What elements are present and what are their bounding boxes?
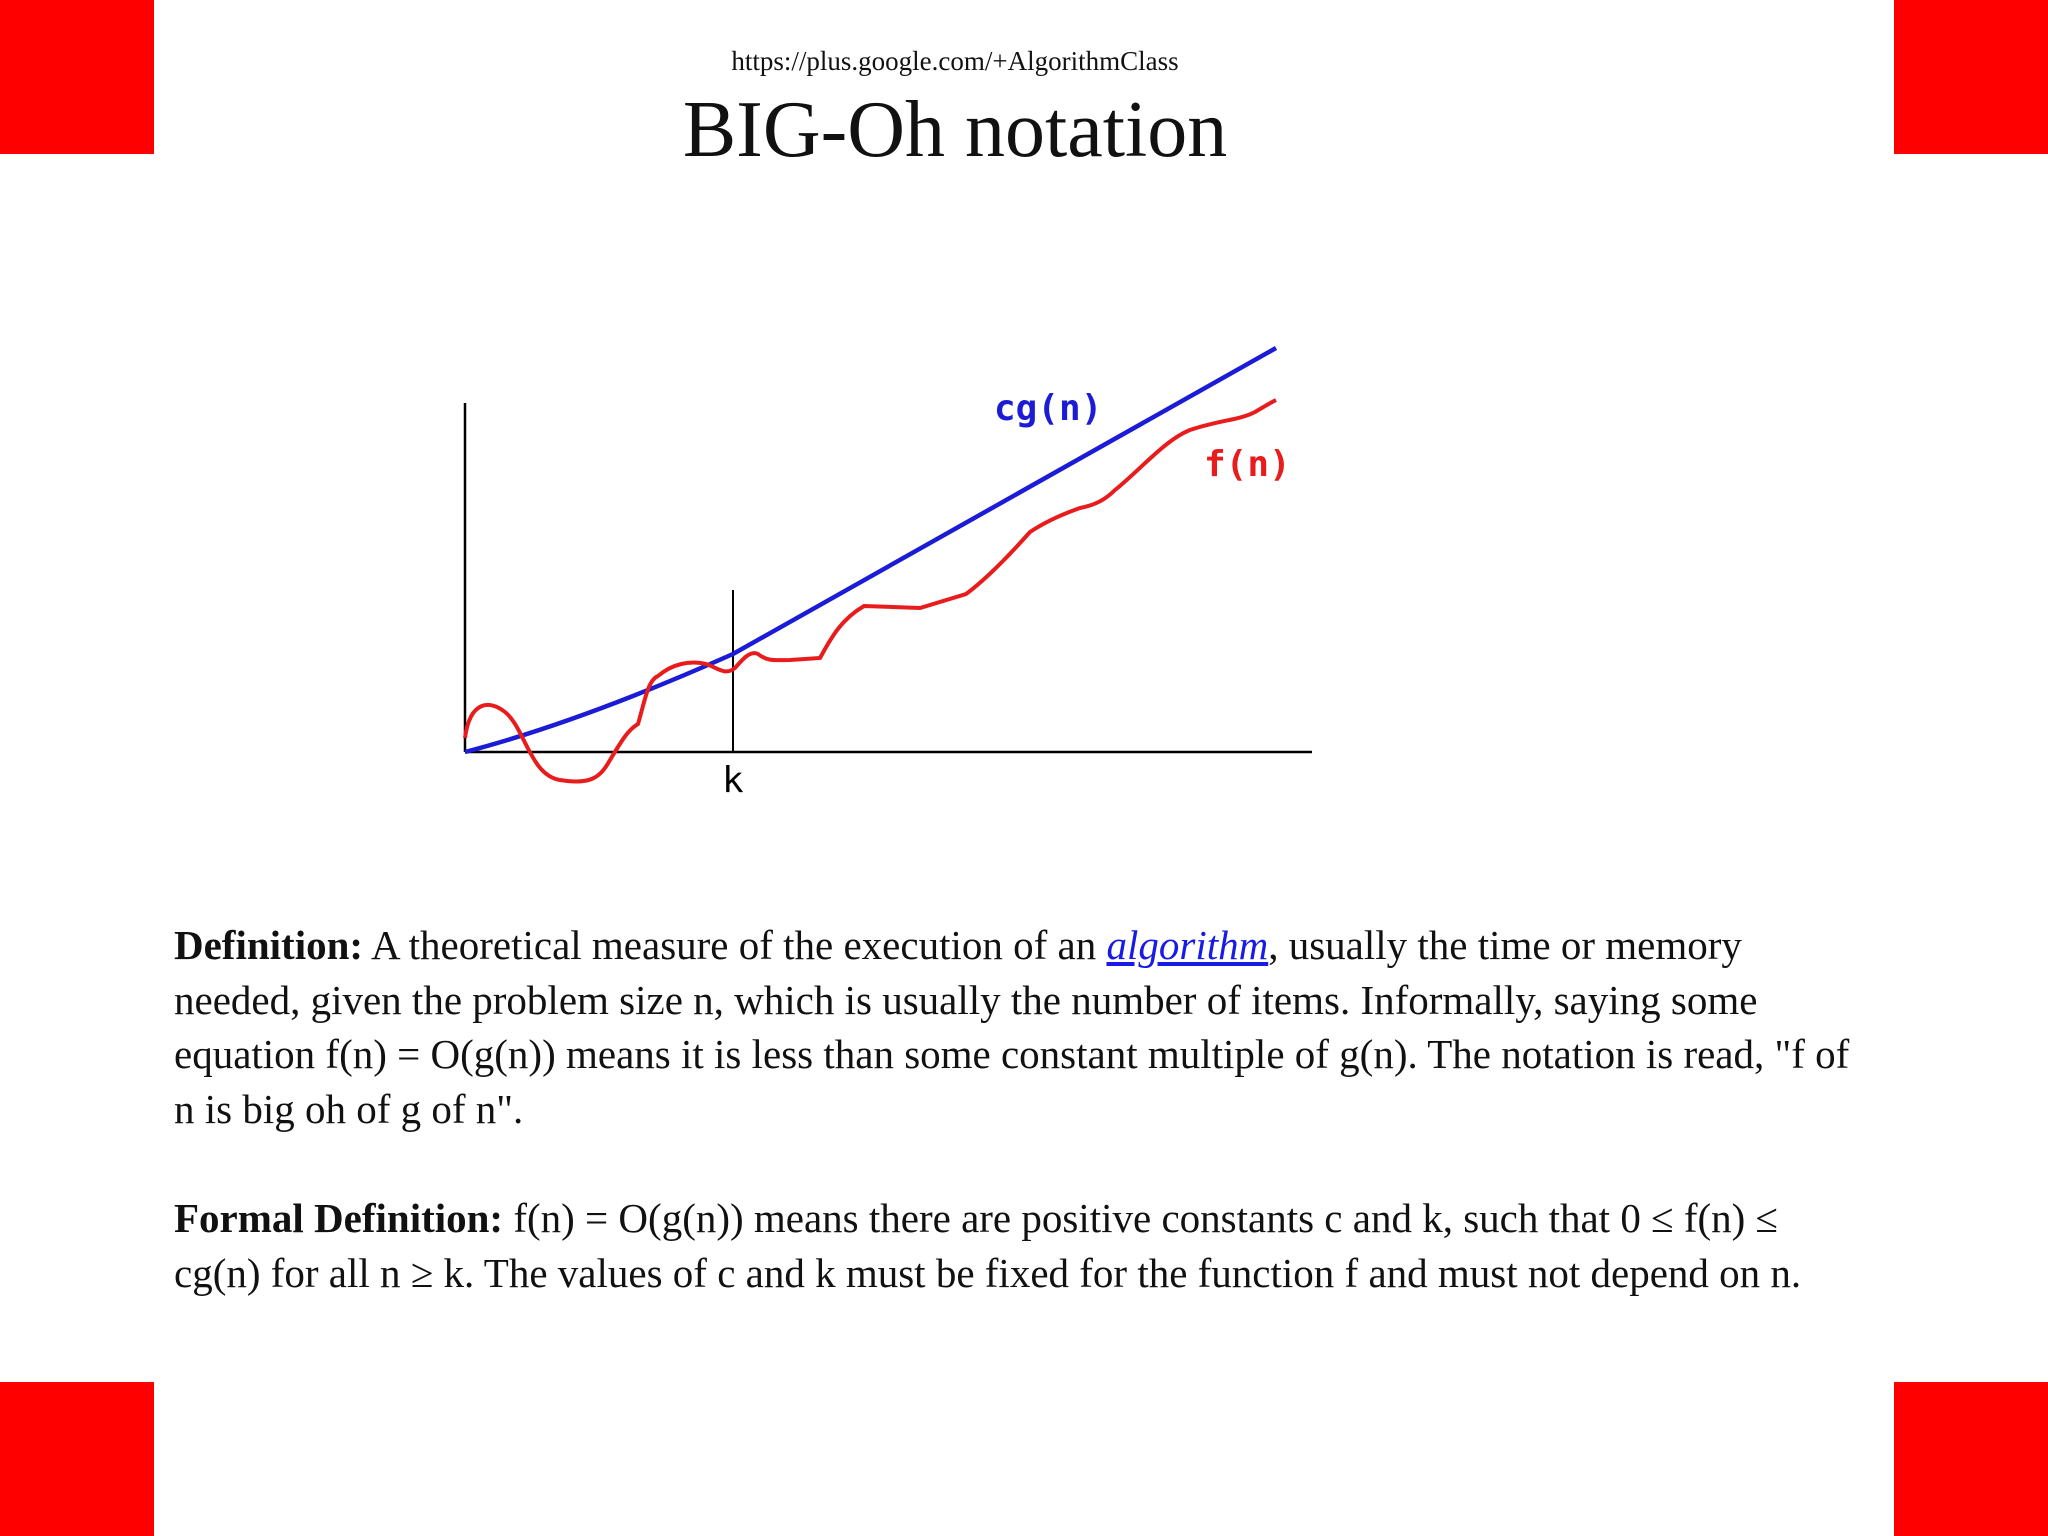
definition-label: Definition: xyxy=(174,922,364,968)
corner-block-bottom-right xyxy=(1894,1382,2048,1536)
algorithm-link[interactable]: algorithm xyxy=(1106,922,1269,968)
k-label: k xyxy=(722,760,744,801)
corner-block-top-left xyxy=(0,0,154,154)
slide-title: BIG-Oh notation xyxy=(682,86,1228,174)
source-url: https://plus.google.com/+AlgorithmClass xyxy=(731,46,1179,76)
definition-paragraph: Definition: A theoretical measure of the… xyxy=(174,918,1874,1136)
f-label: f(n) xyxy=(1204,444,1291,485)
formal-definition-text: f(n) = O(g(n)) means there are positive … xyxy=(174,1195,1802,1296)
formal-definition-paragraph: Formal Definition: f(n) = O(g(n)) means … xyxy=(174,1191,1874,1300)
f-curve xyxy=(463,398,1277,784)
cg-curve xyxy=(464,346,1278,755)
definition-text-after: , usually the time or memory needed, giv… xyxy=(174,922,1850,1132)
formal-definition-label: Formal Definition: xyxy=(174,1195,504,1241)
cg-label: cg(n) xyxy=(994,388,1102,429)
definition-text-before: A theoretical measure of the execution o… xyxy=(371,922,1097,968)
corner-block-top-right xyxy=(1894,0,2048,154)
corner-block-bottom-left xyxy=(0,1382,154,1536)
